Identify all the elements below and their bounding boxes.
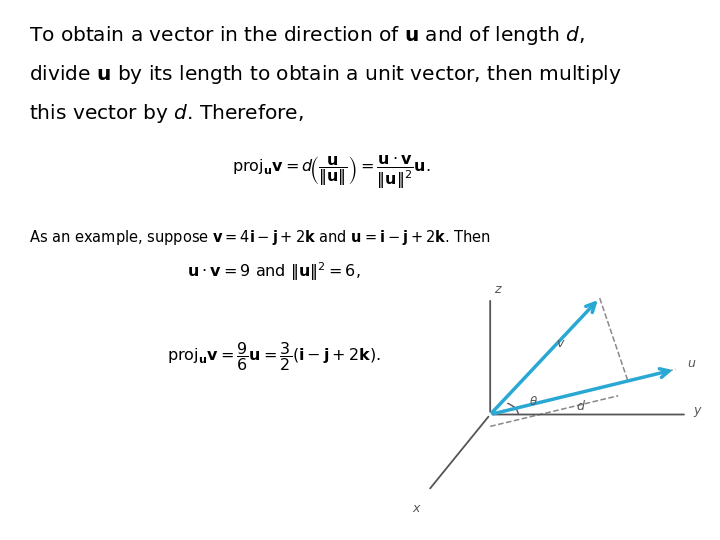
Text: $z$: $z$ (494, 283, 503, 296)
Text: $\mathrm{proj}_{\mathbf{u}}\mathbf{v} = \dfrac{9}{6}\mathbf{u} = \dfrac{3}{2}(\m: $\mathrm{proj}_{\mathbf{u}}\mathbf{v} = … (166, 340, 381, 373)
Text: $u$: $u$ (687, 357, 696, 370)
Text: $\mathrm{proj}_{\mathbf{u}}\mathbf{v} = d\!\left(\dfrac{\mathbf{u}}{\|\mathbf{u}: $\mathrm{proj}_{\mathbf{u}}\mathbf{v} = … (232, 154, 431, 191)
Text: $\mathbf{u}\cdot\mathbf{v}=9$ and $\|\mathbf{u}\|^{2}=6,$: $\mathbf{u}\cdot\mathbf{v}=9$ and $\|\ma… (186, 260, 361, 283)
Text: $y$: $y$ (693, 405, 703, 419)
Text: $\theta$: $\theta$ (529, 395, 539, 408)
Text: $d$: $d$ (577, 399, 586, 413)
Text: As an example, suppose $\mathbf{v}=4\mathbf{i}-\mathbf{j}+2\mathbf{k}$ and $\mat: As an example, suppose $\mathbf{v}=4\mat… (29, 228, 490, 247)
Text: this vector by $d$. Therefore,: this vector by $d$. Therefore, (29, 102, 303, 125)
Text: $v$: $v$ (557, 337, 566, 350)
Text: To obtain a vector in the direction of $\mathbf{u}$ and of length $d$,: To obtain a vector in the direction of $… (29, 24, 585, 48)
Text: $x$: $x$ (413, 502, 422, 515)
Text: divide $\mathbf{u}$ by its length to obtain a unit vector, then multiply: divide $\mathbf{u}$ by its length to obt… (29, 63, 621, 86)
